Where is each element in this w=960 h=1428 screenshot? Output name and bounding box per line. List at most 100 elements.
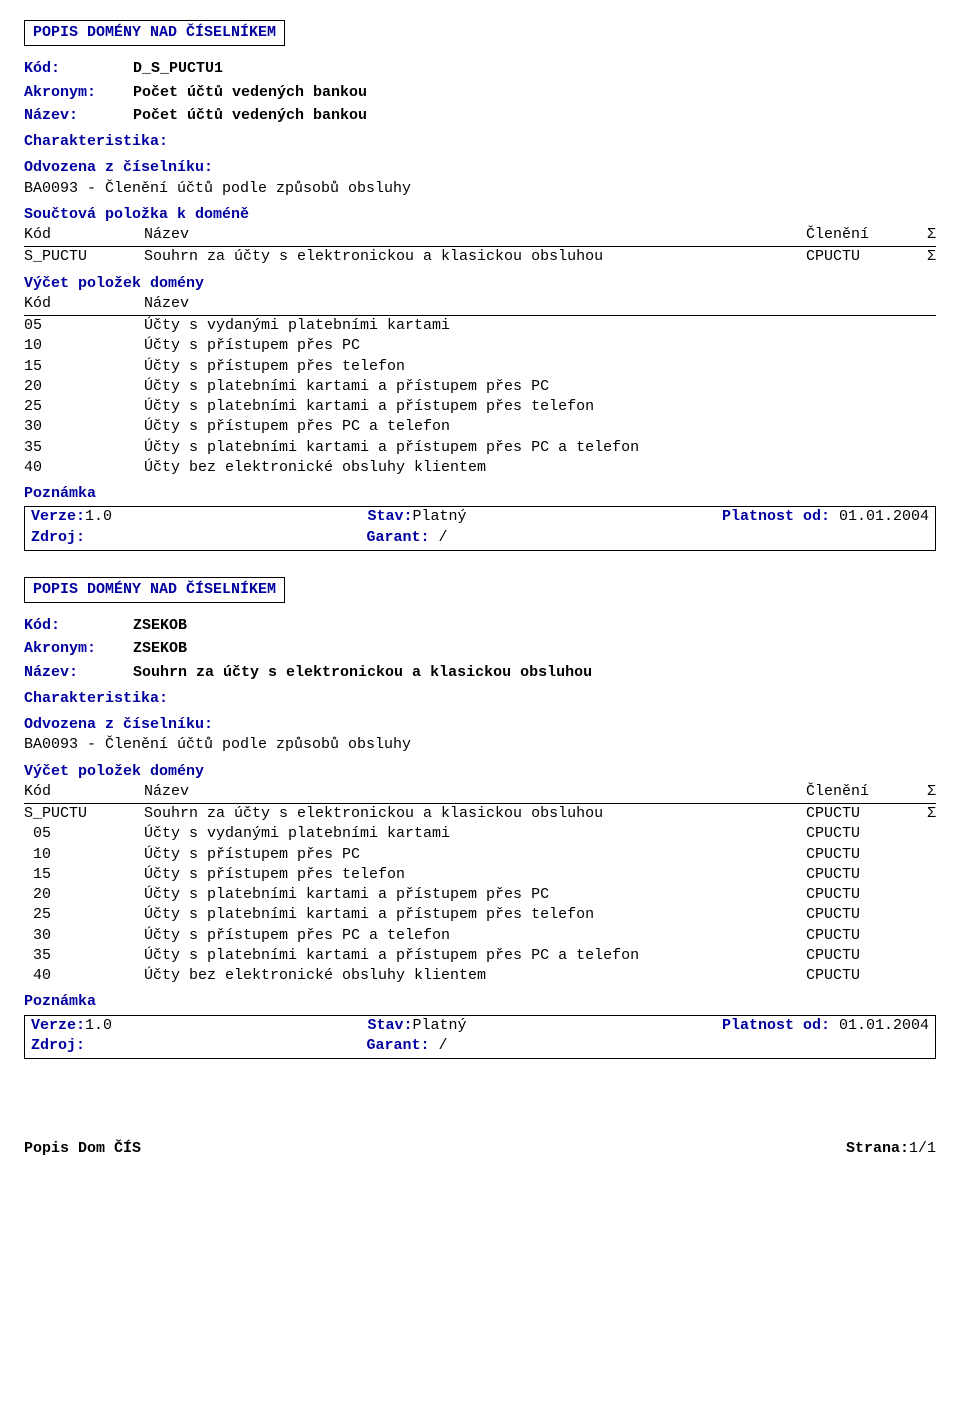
item-nazev: Účty s přístupem přes telefon (144, 357, 936, 377)
vycet-hdr-nazev: Název (144, 294, 936, 316)
garant-value-2: / (439, 1037, 448, 1054)
nazev-value: Počet účtů vedených bankou (133, 107, 367, 124)
hdr-kod: Kód (24, 225, 144, 247)
block1-items: 05Účty s vydanými platebními kartami10Úč… (24, 316, 936, 478)
item-nazev: Účty s přístupem přes telefon (144, 865, 806, 885)
poznamka-label: Poznámka (24, 484, 936, 504)
footer-right-label: Strana: (846, 1140, 909, 1157)
hdr-nazev: Název (144, 225, 806, 247)
stav-value-2: Platný (412, 1017, 466, 1034)
garant-value: / (439, 529, 448, 546)
item-nazev: Účty bez elektronické obsluhy klientem (144, 966, 806, 986)
item-nazev: Účty s platebními kartami a přístupem př… (144, 905, 806, 925)
item-kod: S_PUCTU (24, 804, 144, 824)
item-kod: 20 (24, 885, 144, 905)
item-sigma (916, 926, 936, 946)
verze-value: 1.0 (85, 508, 112, 525)
platnost-value-2: 01.01.2004 (839, 1017, 929, 1034)
platnost-label: Platnost od: (722, 508, 830, 525)
hdr-nazev-2: Název (144, 782, 806, 804)
item-nazev: Účty s přístupem přes PC (144, 845, 806, 865)
domain-block-1: POPIS DOMÉNY NAD ČÍSELNÍKEM Kód: D_S_PUC… (24, 20, 936, 551)
item-kod: 10 (24, 336, 144, 356)
item-kod: 35 (24, 946, 144, 966)
verze-value-2: 1.0 (85, 1017, 112, 1034)
list-item: 05Účty s vydanými platebními kartami (24, 316, 936, 336)
item-kod: 15 (24, 865, 144, 885)
list-item: S_PUCTUSouhrn za účty s elektronickou a … (24, 804, 936, 824)
list-item: 20Účty s platebními kartami a přístupem … (24, 377, 936, 397)
stav-value: Platný (412, 508, 466, 525)
nazev-label: Název: (24, 106, 124, 126)
block2-items: S_PUCTUSouhrn za účty s elektronickou a … (24, 804, 936, 986)
vycet-label: Výčet položek domény (24, 274, 936, 294)
odvozena-label-2: Odvozena z číselníku: (24, 715, 936, 735)
vycet-header-row-2: Kód Název Členění Σ (24, 782, 936, 804)
block1-footer: Verze:1.0 Stav:Platný Platnost od: 01.01… (24, 506, 936, 551)
item-kod: 25 (24, 397, 144, 417)
garant-label-2: Garant: (366, 1037, 429, 1054)
list-item: 40Účty bez elektronické obsluhy klientem (24, 458, 936, 478)
item-nazev: Účty s platebními kartami a přístupem př… (144, 438, 936, 458)
item-cleneni: CPUCTU (806, 865, 916, 885)
item-cleneni: CPUCTU (806, 946, 916, 966)
souct-header-row: Kód Název Členění Σ (24, 225, 936, 247)
item-cleneni: CPUCTU (806, 804, 916, 824)
item-cleneni: CPUCTU (806, 885, 916, 905)
item-kod: 25 (24, 905, 144, 925)
item-nazev: Účty s přístupem přes PC a telefon (144, 926, 806, 946)
platnost-value: 01.01.2004 (839, 508, 929, 525)
item-sigma (916, 885, 936, 905)
item-kod: 40 (24, 966, 144, 986)
akronym-label: Akronym: (24, 83, 124, 103)
vycet-header-row: Kód Název (24, 294, 936, 316)
item-cleneni: CPUCTU (806, 905, 916, 925)
item-nazev: Souhrn za účty s elektronickou a klasick… (144, 804, 806, 824)
block2-footer: Verze:1.0 Stav:Platný Platnost od: 01.01… (24, 1015, 936, 1060)
item-kod: 40 (24, 458, 144, 478)
stav-label: Stav: (367, 508, 412, 525)
verze-label: Verze: (31, 508, 85, 525)
nazev-label-2: Název: (24, 663, 124, 683)
kod-label: Kód: (24, 59, 124, 79)
hdr-cleneni-2: Členění (806, 782, 916, 804)
odvozena-value-2: BA0093 - Členění účtů podle způsobů obsl… (24, 735, 936, 755)
list-item: 10Účty s přístupem přes PCCPUCTU (24, 845, 936, 865)
list-item: 35Účty s platebními kartami a přístupem … (24, 946, 936, 966)
item-nazev: Účty s platebními kartami a přístupem př… (144, 377, 936, 397)
item-nazev: Účty s platebními kartami a přístupem př… (144, 397, 936, 417)
souct-sigma: Σ (916, 247, 936, 267)
item-kod: 15 (24, 357, 144, 377)
item-kod: 20 (24, 377, 144, 397)
charakteristika-label: Charakteristika: (24, 132, 936, 152)
vycet-label-2: Výčet položek domény (24, 762, 936, 782)
list-item: 30Účty s přístupem přes PC a telefon (24, 417, 936, 437)
souct-row: S_PUCTU Souhrn za účty s elektronickou a… (24, 247, 936, 267)
block2-title: POPIS DOMÉNY NAD ČÍSELNÍKEM (24, 577, 285, 603)
list-item: 30Účty s přístupem přes PC a telefonCPUC… (24, 926, 936, 946)
kod-value-2: ZSEKOB (133, 617, 187, 634)
odvozena-label: Odvozena z číselníku: (24, 158, 936, 178)
garant-label: Garant: (366, 529, 429, 546)
list-item: 20Účty s platebními kartami a přístupem … (24, 885, 936, 905)
souct-kod: S_PUCTU (24, 247, 144, 267)
hdr-kod-2: Kód (24, 782, 144, 804)
item-sigma (916, 905, 936, 925)
block1-title: POPIS DOMÉNY NAD ČÍSELNÍKEM (24, 20, 285, 46)
poznamka-label-2: Poznámka (24, 992, 936, 1012)
item-cleneni: CPUCTU (806, 824, 916, 844)
list-item: 25Účty s platebními kartami a přístupem … (24, 397, 936, 417)
platnost-label-2: Platnost od: (722, 1017, 830, 1034)
item-nazev: Účty s platebními kartami a přístupem př… (144, 946, 806, 966)
item-nazev: Účty s vydanými platebními kartami (144, 316, 936, 336)
item-kod: 30 (24, 926, 144, 946)
stav-label-2: Stav: (367, 1017, 412, 1034)
list-item: 10Účty s přístupem přes PC (24, 336, 936, 356)
item-sigma (916, 966, 936, 986)
nazev-value-2: Souhrn za účty s elektronickou a klasick… (133, 664, 592, 681)
item-sigma (916, 845, 936, 865)
hdr-sigma: Σ (916, 225, 936, 247)
akronym-value-2: ZSEKOB (133, 640, 187, 657)
vycet-hdr-kod: Kód (24, 294, 144, 316)
odvozena-value: BA0093 - Členění účtů podle způsobů obsl… (24, 179, 936, 199)
